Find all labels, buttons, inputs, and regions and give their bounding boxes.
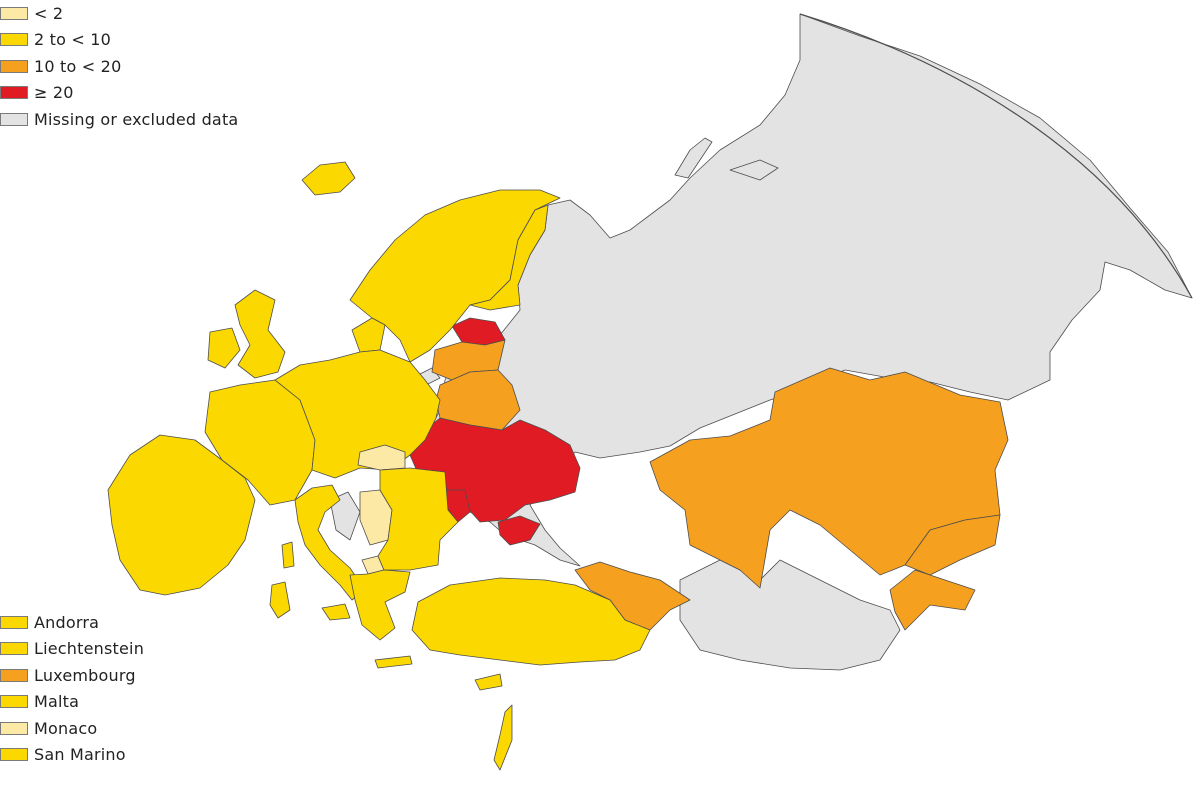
legend-item: Monaco [0, 715, 144, 742]
legend-item: Missing or excluded data [0, 106, 238, 133]
legend-swatch [0, 59, 28, 73]
region-finland [469, 204, 549, 311]
legend-swatch [0, 86, 28, 100]
legend-label: Missing or excluded data [34, 109, 239, 129]
legend-item: < 2 [0, 0, 238, 27]
legend-label: ≥ 20 [34, 83, 74, 103]
legend-classes: < 2 2 to < 10 10 to < 20 ≥ 20 Missing or… [0, 0, 238, 133]
legend-item: Liechtenstein [0, 636, 144, 663]
legend-swatch [0, 748, 28, 762]
region-ireland [207, 327, 241, 369]
region-central-europe [274, 349, 441, 479]
legend-small-countries: Andorra Liechtenstein Luxembourg Malta M… [0, 609, 144, 768]
region-russia-arctic-islands [674, 137, 713, 179]
legend-item: ≥ 20 [0, 80, 238, 107]
legend-label: Andorra [34, 612, 100, 632]
region-turkey [411, 577, 651, 666]
region-iberia [107, 434, 256, 596]
region-romania-bulgaria [377, 467, 459, 571]
region-tajikistan [889, 569, 976, 631]
legend-swatch [0, 695, 28, 709]
legend-item: 2 to < 10 [0, 27, 238, 54]
region-greece [349, 569, 411, 641]
region-italy [294, 484, 366, 601]
region-sicily [321, 603, 351, 621]
region-france [204, 379, 316, 506]
legend-item: Andorra [0, 609, 144, 636]
legend-swatch [0, 721, 28, 735]
region-uk [234, 289, 286, 379]
region-estonia [451, 317, 506, 346]
legend-swatch [0, 112, 28, 126]
legend-label: 10 to < 20 [34, 56, 122, 76]
legend-label: Malta [34, 692, 80, 712]
legend-swatch [0, 642, 28, 656]
legend-swatch [0, 6, 28, 20]
legend-label: Liechtenstein [34, 639, 145, 659]
region-israel [493, 704, 513, 771]
region-kyrgyzstan [904, 514, 1001, 576]
legend-item: Luxembourg [0, 662, 144, 689]
region-russia [424, 13, 1193, 567]
region-crimea [497, 515, 541, 546]
legend-item: 10 to < 20 [0, 53, 238, 80]
region-sardinia [269, 581, 291, 619]
region-western-balkans-missing [329, 491, 361, 541]
legend-item: San Marino [0, 742, 144, 769]
region-iceland [301, 161, 356, 196]
globe-edge [799, 13, 1193, 299]
legend-item: Malta [0, 689, 144, 716]
legend-label: 2 to < 10 [34, 30, 112, 50]
legend-label: San Marino [34, 745, 126, 765]
region-russia-arctic-islands [729, 159, 779, 181]
region-denmark [351, 317, 386, 353]
region-cyprus [474, 673, 503, 691]
legend-label: Luxembourg [34, 665, 136, 685]
legend-swatch [0, 33, 28, 47]
legend-swatch [0, 615, 28, 629]
region-crete [374, 655, 413, 669]
region-central-asia-south [679, 559, 901, 671]
region-caucasus [574, 561, 691, 631]
legend-label: < 2 [34, 3, 64, 23]
legend-label: Monaco [34, 718, 98, 738]
legend-swatch [0, 668, 28, 682]
region-corsica [281, 541, 295, 569]
